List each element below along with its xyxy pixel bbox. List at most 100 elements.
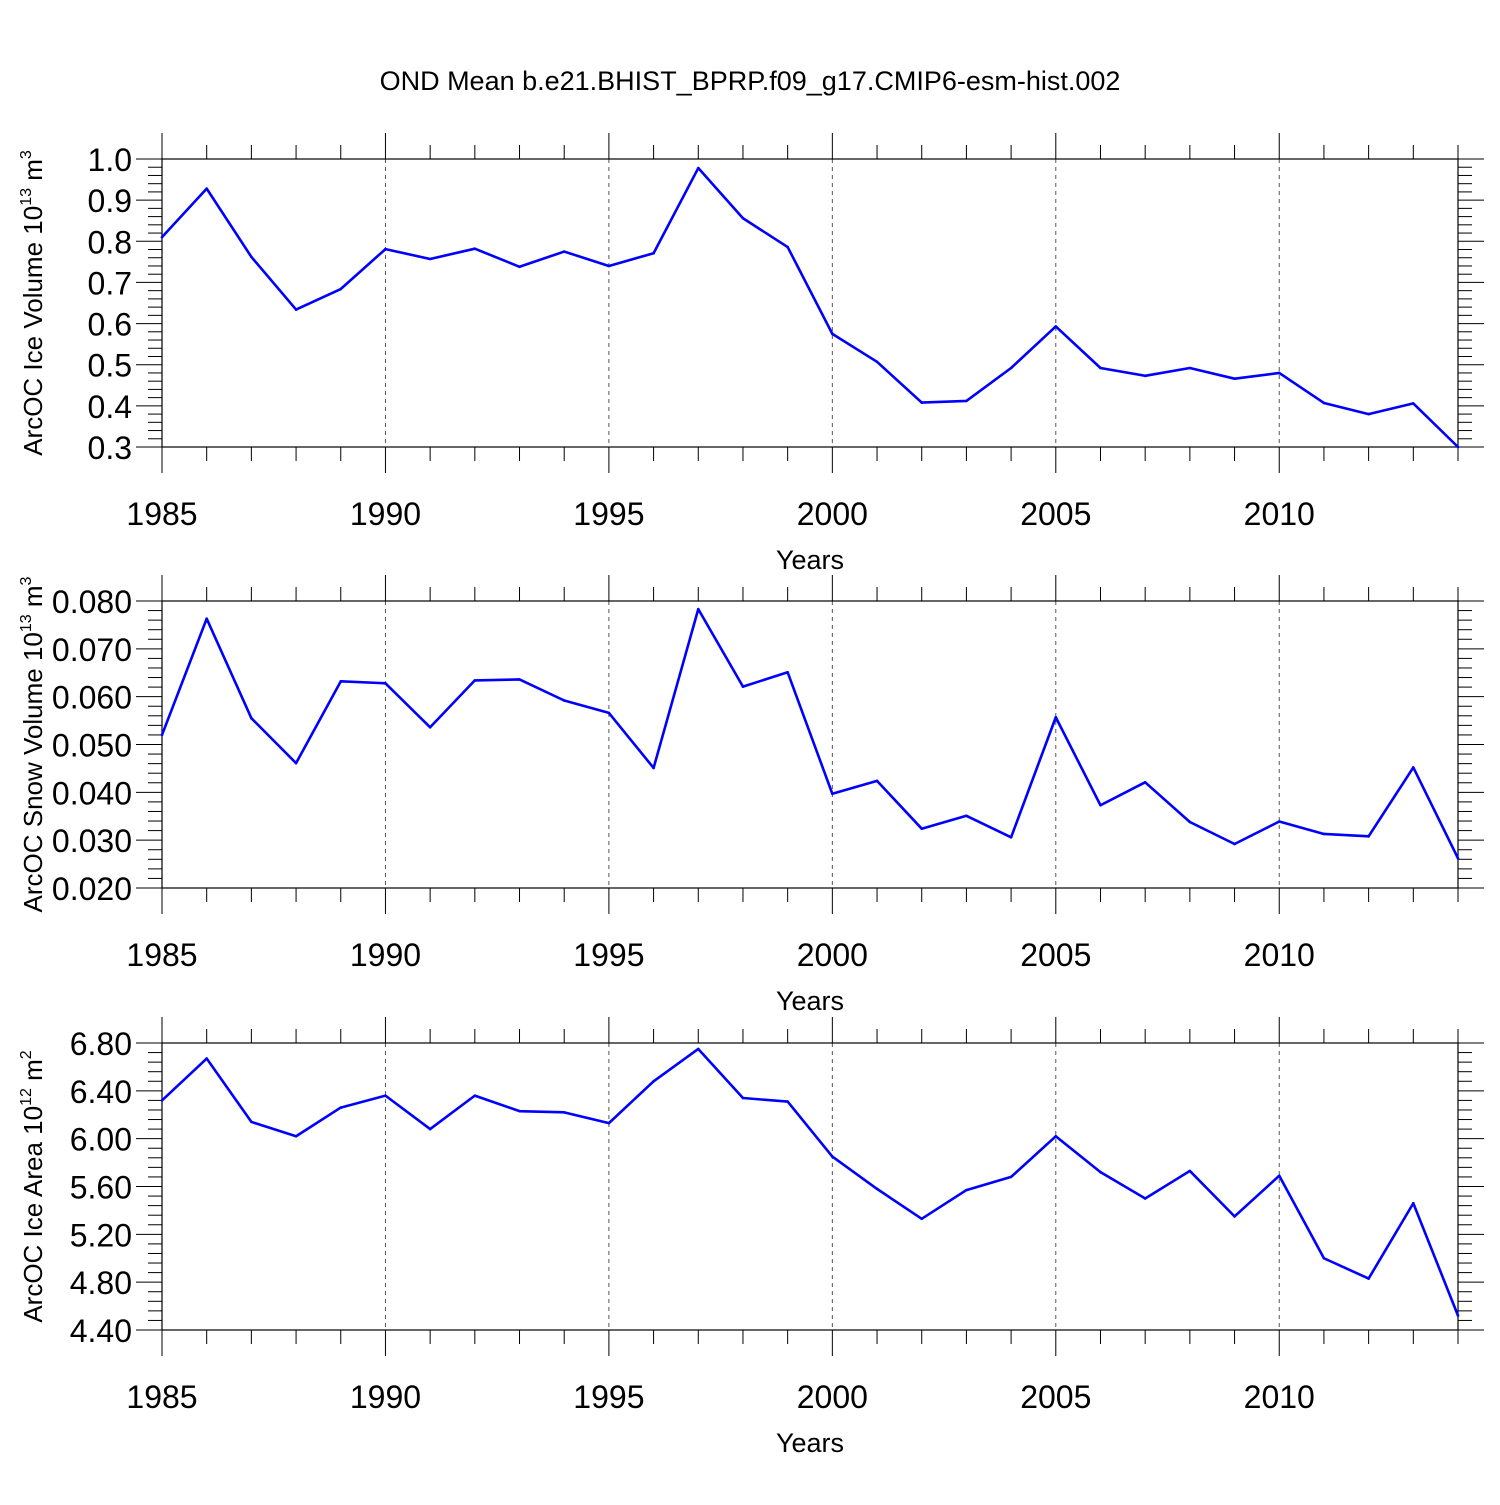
y-axis-label-part: m <box>18 1059 48 1088</box>
data-point <box>1054 715 1058 719</box>
data-point <box>1233 842 1236 846</box>
data-point <box>1009 835 1013 839</box>
y-tick-label: 1.0 <box>88 142 132 178</box>
data-point <box>741 685 745 688</box>
data-point <box>160 1099 164 1102</box>
x-tick-label: 1985 <box>126 1379 197 1415</box>
y-axis-label: ArcOC Snow Volume 1013 m3 <box>18 576 48 912</box>
y-tick-label: 5.20 <box>70 1217 132 1253</box>
x-tick-label: 2000 <box>797 1379 868 1415</box>
series-line <box>161 1047 1460 1317</box>
y-tick-label: 0.8 <box>88 224 132 260</box>
data-point <box>294 1134 298 1138</box>
x-tick-label: 2000 <box>797 496 868 532</box>
data-point <box>965 399 968 403</box>
data-point <box>1277 820 1281 823</box>
x-tick-label: 1985 <box>126 496 197 532</box>
data-point <box>1456 1314 1460 1317</box>
data-point <box>205 617 208 620</box>
y-tick-label: 4.80 <box>70 1265 132 1301</box>
data-point <box>294 308 298 311</box>
data-point <box>1456 445 1460 449</box>
y-tick-label: 5.60 <box>70 1170 132 1206</box>
x-tick-label: 2010 <box>1244 937 1315 973</box>
data-point <box>160 733 164 737</box>
y-tick-label: 6.00 <box>70 1122 132 1158</box>
data-point <box>696 1047 700 1051</box>
x-tick-label: 2005 <box>1020 1379 1091 1415</box>
data-point <box>1233 377 1236 381</box>
y-axis-label-superscript: 3 <box>18 150 35 159</box>
data-point <box>250 716 253 720</box>
data-point <box>384 681 387 685</box>
y-tick-label: 0.020 <box>52 871 132 907</box>
data-point <box>652 1079 655 1083</box>
panel-1: 0.3 0.4 0.5 0.6 0.7 0.8 0.9 1.0 1985 1990 1995 2000… <box>18 133 1484 575</box>
data-point <box>160 235 164 239</box>
data-point <box>339 287 343 291</box>
series-line <box>161 166 1459 448</box>
y-tick-label: 0.040 <box>52 775 132 811</box>
data-point <box>965 814 968 818</box>
data-point <box>562 699 566 702</box>
y-tick-label: 0.080 <box>52 584 132 620</box>
data-point <box>1143 780 1147 784</box>
data-point <box>1322 401 1326 405</box>
y-axis-label-part: ArcOC Ice Area 10 <box>18 1106 48 1323</box>
y-axis-label-part: ArcOC Ice Volume 10 <box>18 206 48 456</box>
y-tick-label: 0.4 <box>88 389 132 425</box>
data-point <box>1009 366 1013 370</box>
y-axis-label: ArcOC Ice Volume 1013 m3 <box>18 150 48 456</box>
y-axis-label-superscript: 12 <box>18 1088 35 1106</box>
data-point <box>786 245 789 249</box>
panel-2: 0.020 0.030 0.040 0.050 0.060 0.070 0.080 1985 1… <box>18 575 1484 1016</box>
panel-3: 4.40 4.80 5.20 5.60 6.00 6.40 6.80 1985 1990 1995… <box>18 1017 1484 1458</box>
data-point <box>428 725 432 729</box>
data-point <box>1009 1175 1013 1179</box>
y-tick-label: 0.030 <box>52 823 132 859</box>
y-tick-label: 0.7 <box>88 265 132 301</box>
data-point <box>1188 820 1192 824</box>
data-point <box>1099 366 1102 370</box>
data-point <box>1456 857 1460 860</box>
x-tick-label: 2000 <box>797 937 868 973</box>
x-tick-label: 2010 <box>1244 1379 1315 1415</box>
data-point <box>1188 1169 1192 1173</box>
data-point <box>473 1094 477 1097</box>
data-point <box>562 1111 566 1114</box>
y-tick-label: 0.5 <box>88 348 132 384</box>
data-point <box>1367 1277 1370 1280</box>
data-point <box>562 250 566 253</box>
x-tick-label: 1985 <box>126 937 197 973</box>
data-point <box>1277 371 1281 375</box>
data-point <box>473 679 477 682</box>
plot-frame <box>161 600 1459 889</box>
data-point <box>965 1188 968 1192</box>
data-point <box>741 1096 745 1100</box>
data-point <box>920 401 924 404</box>
x-tick-label: 1995 <box>573 496 644 532</box>
data-point <box>428 1127 432 1131</box>
data-point <box>339 680 343 683</box>
data-point <box>607 264 611 268</box>
y-axis-label-superscript: 2 <box>18 1050 35 1059</box>
data-point <box>518 265 521 269</box>
data-point <box>205 187 208 190</box>
data-point <box>1099 803 1102 807</box>
y-axis-label-superscript: 13 <box>18 188 35 206</box>
x-axis-label: Years <box>776 986 844 1016</box>
y-tick-label: 6.80 <box>70 1026 132 1062</box>
data-point <box>1412 402 1415 405</box>
data-point <box>1412 1201 1415 1205</box>
x-axis-label: Years <box>776 545 844 575</box>
x-axis-label: Years <box>776 1428 844 1458</box>
data-point <box>831 332 834 336</box>
data-point <box>428 257 432 261</box>
data-point <box>518 1109 521 1113</box>
y-tick-label: 0.050 <box>52 728 132 764</box>
x-tick-label: 1995 <box>573 1379 644 1415</box>
data-point <box>741 216 745 220</box>
y-tick-label: 4.40 <box>70 1313 132 1349</box>
data-point <box>250 1120 253 1124</box>
